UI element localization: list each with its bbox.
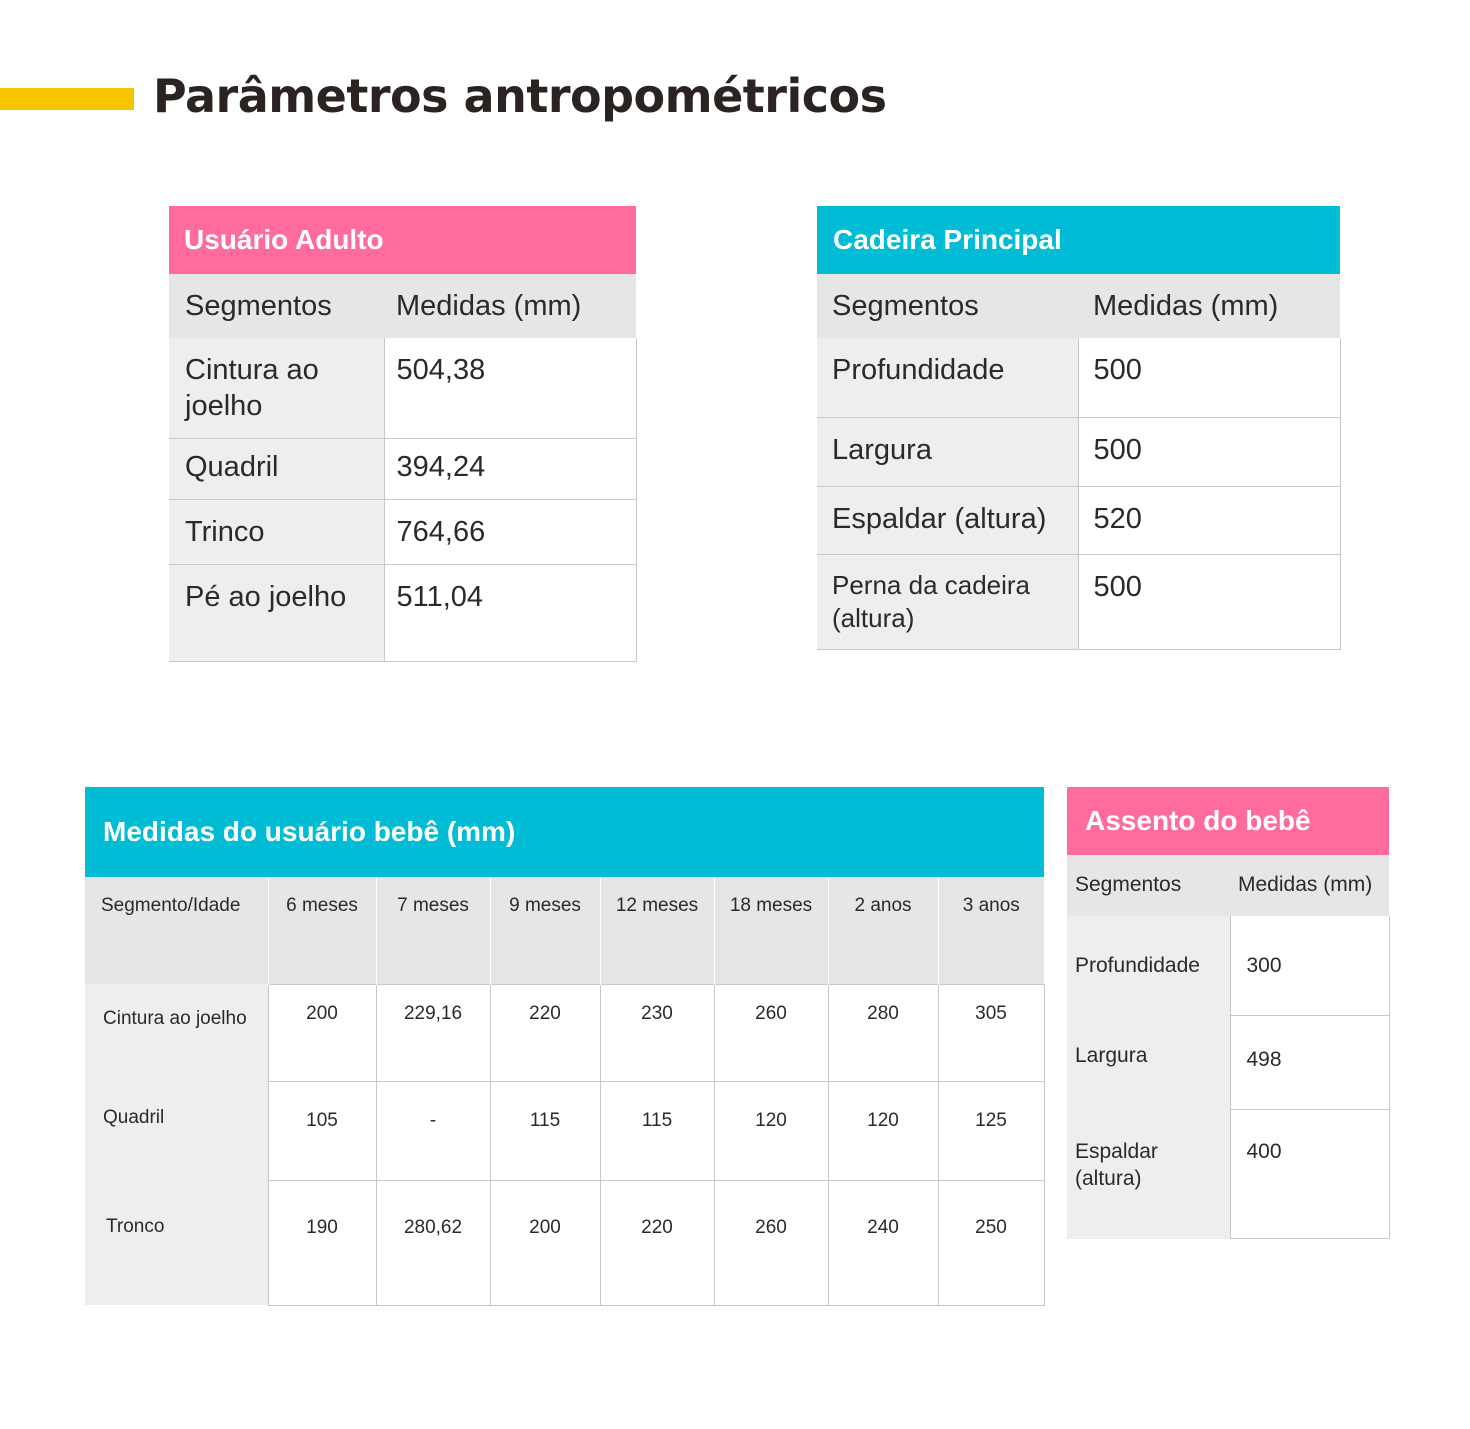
seat-header-row: Segmentos Medidas (mm) [1067, 855, 1389, 916]
column-header-age: 3 anos [937, 877, 1044, 984]
main-chair-table-card: Cadeira Principal Segmentos Medidas (mm)… [817, 206, 1341, 650]
value-cell: 230 [599, 983, 714, 1081]
baby-measures-table-card: Medidas do usuário bebê (mm) Segmento/Id… [85, 787, 1045, 1306]
value-cell: 250 [937, 1179, 1045, 1306]
table-row: Perna da cadeira (altura) 500 [817, 553, 1341, 650]
value-cell: 260 [713, 983, 828, 1081]
seat-table: Segmentos Medidas (mm) Profundidade 300 … [1067, 855, 1390, 1239]
column-header-age: 2 anos [827, 877, 938, 984]
segment-cell: Espaldar (altura) [817, 485, 1078, 554]
value-cell: 500 [1077, 553, 1341, 650]
value-cell: 220 [489, 983, 600, 1081]
adult-header-row: Segmentos Medidas (mm) [169, 274, 636, 338]
value-cell: 120 [713, 1080, 828, 1180]
value-cell: 400 [1229, 1109, 1390, 1239]
title-accent-bar [0, 88, 134, 110]
page-title: Parâmetros antropométricos [153, 69, 887, 123]
value-cell: 300 [1229, 916, 1390, 1016]
column-header-age: 7 meses [375, 877, 490, 984]
table-row: Trinco 764,66 [169, 499, 637, 565]
value-cell: 125 [937, 1080, 1045, 1180]
segment-cell: Perna da cadeira (altura) [817, 553, 1078, 650]
value-cell: 280,62 [375, 1179, 490, 1306]
adult-table: Segmentos Medidas (mm) Cintura ao joelho… [169, 274, 637, 662]
table-row: Pé ao joelho 511,04 [169, 564, 637, 662]
value-cell: 115 [599, 1080, 714, 1180]
value-cell: 280 [827, 983, 938, 1081]
column-header-measures: Medidas (mm) [1230, 855, 1389, 916]
table-row: Cintura ao joelho 200 229,16 220 230 260… [85, 983, 1045, 1081]
segment-cell: Cintura ao joelho [169, 338, 384, 439]
value-cell: 504,38 [383, 338, 637, 439]
chair-table-title: Cadeira Principal [817, 206, 1340, 274]
value-cell: 500 [1077, 416, 1341, 486]
baby-table-title: Medidas do usuário bebê (mm) [85, 787, 1044, 877]
chair-table: Segmentos Medidas (mm) Profundidade 500 … [817, 274, 1341, 650]
value-cell: 305 [937, 983, 1045, 1081]
chair-header-row: Segmentos Medidas (mm) [817, 274, 1340, 338]
table-row: Profundidade 500 [817, 338, 1341, 417]
segment-cell: Profundidade [1067, 916, 1230, 1016]
segment-cell: Trinco [169, 499, 384, 565]
table-row: Cintura ao joelho 504,38 [169, 338, 637, 439]
value-cell: - [375, 1080, 490, 1180]
table-row: Largura 500 [817, 416, 1341, 486]
column-header-age: 6 meses [267, 877, 376, 984]
segment-cell: Espaldar (altura) [1067, 1109, 1230, 1239]
table-row: Quadril 105 - 115 115 120 120 125 [85, 1080, 1045, 1180]
value-cell: 394,24 [383, 438, 637, 500]
value-cell: 120 [827, 1080, 938, 1180]
value-cell: 511,04 [383, 564, 637, 662]
value-cell: 229,16 [375, 983, 490, 1081]
segment-cell: Cintura ao joelho [85, 984, 268, 1081]
column-header-segments: Segmentos [169, 274, 384, 338]
value-cell: 115 [489, 1080, 600, 1180]
adult-table-title: Usuário Adulto [169, 206, 636, 274]
table-row: Espaldar (altura) 520 [817, 485, 1341, 554]
segment-cell: Quadril [169, 438, 384, 500]
column-header-segment-age: Segmento/Idade [85, 877, 268, 984]
segment-cell: Largura [817, 416, 1078, 486]
value-cell: 190 [267, 1179, 376, 1306]
column-header-age: 18 meses [713, 877, 828, 984]
table-row: Tronco 190 280,62 200 220 260 240 250 [85, 1179, 1045, 1306]
table-row: Profundidade 300 [1067, 916, 1390, 1016]
value-cell: 260 [713, 1179, 828, 1306]
seat-table-title: Assento do bebê [1067, 787, 1389, 855]
column-header-age: 9 meses [489, 877, 600, 984]
table-row: Largura 498 [1067, 1015, 1390, 1110]
segment-cell: Profundidade [817, 338, 1078, 417]
value-cell: 240 [827, 1179, 938, 1306]
value-cell: 520 [1077, 485, 1341, 554]
value-cell: 200 [267, 983, 376, 1081]
table-row: Espaldar (altura) 400 [1067, 1109, 1390, 1239]
segment-cell: Quadril [85, 1081, 268, 1180]
column-header-segments: Segmentos [1067, 855, 1230, 916]
segment-cell: Largura [1067, 1015, 1230, 1110]
segment-cell: Tronco [85, 1180, 268, 1305]
column-header-measures: Medidas (mm) [1078, 274, 1340, 338]
value-cell: 498 [1229, 1015, 1390, 1110]
value-cell: 764,66 [383, 499, 637, 565]
value-cell: 220 [599, 1179, 714, 1306]
column-header-measures: Medidas (mm) [384, 274, 636, 338]
column-header-segments: Segmentos [817, 274, 1078, 338]
adult-user-table-card: Usuário Adulto Segmentos Medidas (mm) Ci… [169, 206, 637, 662]
value-cell: 500 [1077, 338, 1341, 417]
baby-header-row: Segmento/Idade 6 meses 7 meses 9 meses 1… [85, 877, 1044, 984]
segment-cell: Pé ao joelho [169, 564, 384, 662]
baby-table: Segmento/Idade 6 meses 7 meses 9 meses 1… [85, 877, 1045, 1306]
value-cell: 200 [489, 1179, 600, 1306]
table-row: Quadril 394,24 [169, 438, 637, 500]
column-header-age: 12 meses [599, 877, 714, 984]
value-cell: 105 [267, 1080, 376, 1180]
baby-seat-table-card: Assento do bebê Segmentos Medidas (mm) P… [1067, 787, 1390, 1239]
